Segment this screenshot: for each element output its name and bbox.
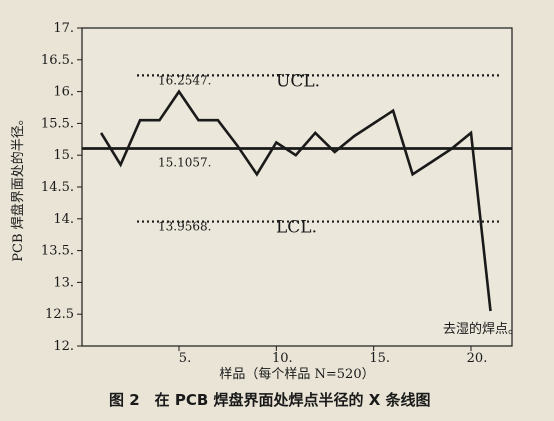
figure-caption: 图 2 在 PCB 焊盘界面处焊点半径的 X 条线图 [109, 391, 431, 409]
plot-area [81, 27, 513, 347]
x-axis-label: 样品（每个样品 N=520） [219, 366, 374, 382]
y-axis: 12. 12.5 13. 13.5. 14. 14.5. 15. 15.5. 16. 16.5. 1… [41, 21, 82, 354]
y-tick-label: 14.5. [41, 180, 74, 195]
data-series [99, 89, 492, 312]
y-tick-label: 16.5. [41, 53, 74, 68]
y-tick-label: 15. [53, 148, 74, 163]
lcl-name-label: LCL. [276, 218, 317, 238]
ucl-value-label: 16.2547. [158, 73, 211, 87]
y-tick-label: 17. [53, 21, 74, 36]
annotations: 去湿的焊点。 [443, 321, 521, 337]
control-lines: 16.2547. UCL. 15.1057. 13.9568. LCL. [82, 71, 512, 238]
y-axis-label: PCB 焊盘界面处的半径。 [10, 112, 26, 261]
y-tick-label: 15.5. [41, 116, 74, 131]
x-tick-label: 15. [369, 351, 390, 366]
x-tick-label: 20. [467, 351, 488, 366]
y-tick-label: 13.5. [41, 244, 74, 259]
lcl-value-label: 13.9568. [158, 220, 211, 234]
y-tick-label: 12.5 [45, 307, 74, 322]
y-tick-label: 13. [53, 275, 74, 290]
cl-value-label: 15.1057. [158, 155, 211, 169]
x-axis: 5. 10. 15. 20. [178, 346, 488, 366]
ucl-name-label: UCL. [276, 71, 320, 91]
y-tick-label: 16. [53, 85, 74, 100]
x-tick-label: 5. [179, 351, 191, 366]
y-tick-label: 14. [53, 212, 74, 227]
y-tick-label: 12. [53, 339, 74, 354]
annotation-label: 去湿的焊点。 [443, 321, 521, 337]
x-tick-label: 10. [272, 351, 293, 366]
